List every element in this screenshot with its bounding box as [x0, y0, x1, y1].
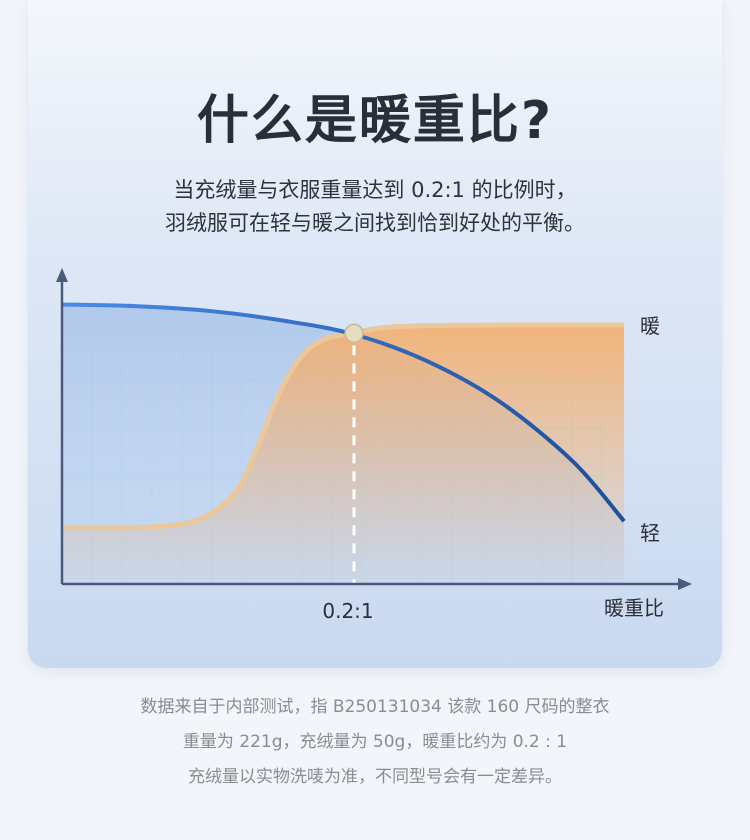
footnote-line: 数据来自于内部测试，指 B250131034 该款 160 尺码的整衣 [140, 697, 610, 717]
footnote-line: 充绒量以实物洗唛为准，不同型号会有一定差异。 [188, 767, 562, 787]
y-axis-arrow-icon [56, 268, 68, 282]
series-line-warm [61, 322, 625, 531]
x-axis-label: 暖重比 [604, 596, 664, 620]
subtitle-line: 羽绒服可在轻与暖之间找到恰到好处的平衡。 [165, 211, 585, 235]
series-label-warm: 暖 [640, 314, 660, 338]
footnote-line: 重量为 221g，充绒量为 50g，暖重比约为 0.2 : 1 [182, 732, 568, 752]
page-title: 什么是暖重比? [196, 91, 554, 151]
intersection-dot [344, 323, 364, 344]
x-tick-label: 0.2:1 [322, 599, 373, 623]
subtitle-line: 当充绒量与衣服重量达到 0.2:1 的比例时， [173, 178, 577, 202]
x-axis-arrow-icon [678, 578, 692, 590]
series-label-light: 轻 [640, 521, 660, 545]
